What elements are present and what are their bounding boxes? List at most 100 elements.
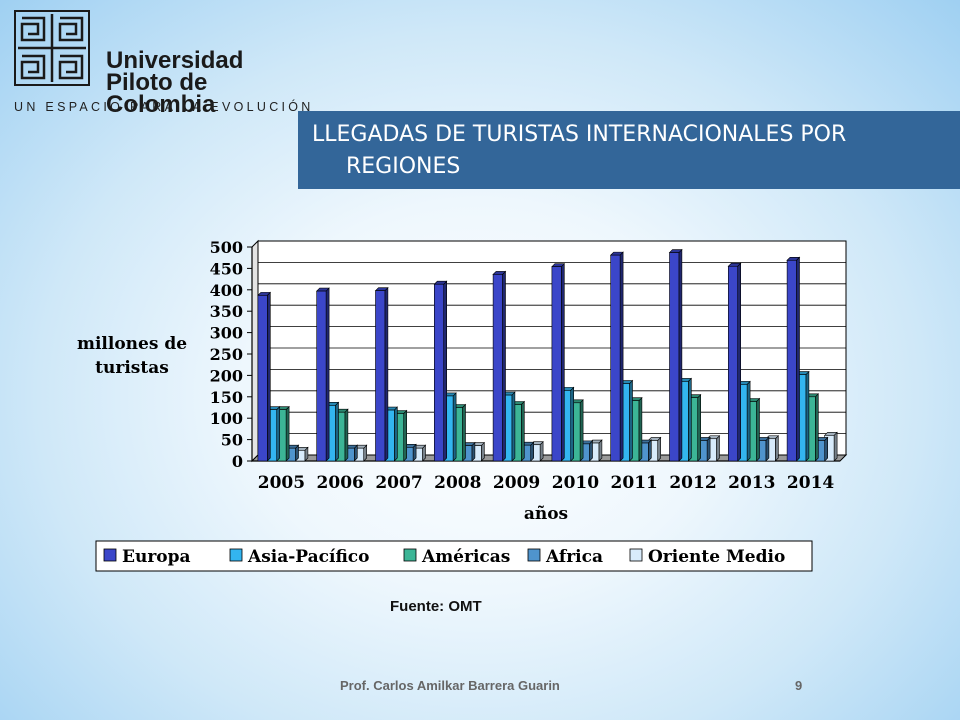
bar-side — [756, 397, 760, 462]
y-tick-label: 0 — [232, 452, 243, 471]
bar — [609, 251, 624, 462]
university-name-line2: Piloto de Colombia — [106, 69, 216, 118]
bar — [492, 270, 507, 462]
legend-item: Asia-Pacífico — [229, 547, 370, 567]
bar-side — [403, 409, 408, 462]
x-axis-label: años — [524, 504, 568, 524]
bar — [266, 405, 281, 462]
bar — [823, 431, 838, 462]
bar-side — [344, 408, 349, 462]
bar-side — [276, 405, 281, 462]
slide-title-line2: REGIONES — [346, 154, 461, 179]
legend-item: Europa — [103, 547, 191, 567]
bar-front — [727, 265, 738, 462]
bar-side — [706, 436, 711, 462]
legend-swatch — [103, 548, 117, 562]
legend-label: Américas — [421, 547, 510, 567]
bar-side — [678, 248, 683, 462]
bar — [334, 408, 349, 462]
university-logo: Universidad Piloto de Colombia UN ESPACI… — [14, 10, 310, 117]
university-tagline: UN ESPACIO PARA LA EVOLUCIÓN — [14, 100, 314, 114]
bar — [275, 405, 290, 462]
x-tick-label: 2012 — [669, 473, 716, 493]
bar-side — [511, 391, 516, 462]
legend-swatch — [229, 548, 243, 562]
slide-title-line1: LLEGADAS DE TURISTAS INTERNACIONALES POR — [312, 122, 847, 147]
bar-front — [786, 259, 797, 462]
slide-title: LLEGADAS DE TURISTAS INTERNACIONALES POR… — [298, 111, 960, 189]
legend-item: Américas — [403, 547, 510, 567]
university-name: Universidad Piloto de Colombia — [106, 49, 304, 118]
x-tick-label: 2008 — [434, 473, 481, 493]
bar-front — [257, 295, 268, 462]
chart-legend: Europa Asia-Pacífico Américas Africa Oriente… — [95, 540, 813, 572]
bar-side — [393, 406, 398, 462]
legend-label: Africa — [545, 547, 603, 567]
bar — [511, 400, 526, 462]
bar-side — [462, 403, 466, 462]
bar-side — [657, 436, 662, 462]
bar-side — [520, 400, 525, 462]
legend-item: Africa — [527, 547, 603, 567]
x-tick-label: 2009 — [493, 473, 540, 493]
bar-front — [492, 274, 503, 462]
source-note: Fuente: OMT — [390, 598, 482, 615]
legend-label: Oriente Medio — [648, 547, 785, 567]
bar-front — [610, 254, 621, 462]
bar — [294, 446, 309, 462]
bar-side — [384, 286, 389, 462]
y-tick-label: 350 — [210, 302, 243, 321]
y-tick-label: 200 — [210, 366, 243, 385]
bar-front — [433, 283, 444, 462]
y-tick-label: 100 — [210, 409, 243, 428]
bar-front — [669, 252, 680, 462]
x-tick-label: 2005 — [258, 473, 305, 493]
bar-side — [579, 399, 584, 462]
y-tick-label: 300 — [210, 324, 243, 343]
bar — [647, 436, 662, 462]
page-number: 9 — [795, 678, 803, 693]
bar-side — [452, 392, 457, 462]
legend-swatch — [629, 548, 643, 562]
y-tick-label: 400 — [210, 281, 243, 300]
bar — [786, 256, 801, 462]
bar-side — [716, 435, 720, 462]
bar-side — [774, 435, 779, 462]
footer-author: Prof. Carlos Amilkar Barrera Guarin — [340, 678, 560, 693]
bar-side — [796, 256, 800, 462]
bar — [668, 248, 683, 462]
bar — [736, 380, 751, 462]
y-tick-label: 450 — [210, 259, 243, 278]
y-axis-label-line2: turistas — [95, 358, 169, 378]
bar-side — [285, 405, 290, 462]
x-tick-label: 2010 — [552, 473, 599, 493]
bar-side — [824, 436, 829, 462]
legend-item: Oriente Medio — [629, 547, 785, 567]
x-tick-label: 2013 — [728, 473, 775, 493]
legend-label: Asia-Pacífico — [247, 547, 370, 567]
plot-side-wall — [251, 239, 259, 463]
legend-swatch — [403, 548, 417, 562]
bar — [628, 396, 643, 462]
bar — [501, 391, 516, 462]
bar-side — [335, 401, 339, 462]
bar-side — [443, 280, 448, 462]
bar — [727, 262, 742, 462]
bar-side — [570, 386, 575, 462]
bar-side — [629, 379, 633, 462]
x-tick-label: 2014 — [787, 473, 834, 493]
bar-side — [560, 262, 565, 462]
bar-front — [316, 290, 327, 462]
bar-side — [737, 262, 742, 462]
y-tick-label: 150 — [210, 388, 243, 407]
x-tick-label: 2007 — [375, 473, 422, 493]
bar — [433, 280, 448, 462]
bar-side — [502, 270, 506, 462]
bar-side — [833, 431, 838, 462]
bar-side — [619, 251, 624, 462]
bar-side — [746, 380, 751, 462]
bar-side — [687, 377, 692, 462]
x-tick-label: 2006 — [317, 473, 364, 493]
legend-swatch — [527, 548, 541, 562]
